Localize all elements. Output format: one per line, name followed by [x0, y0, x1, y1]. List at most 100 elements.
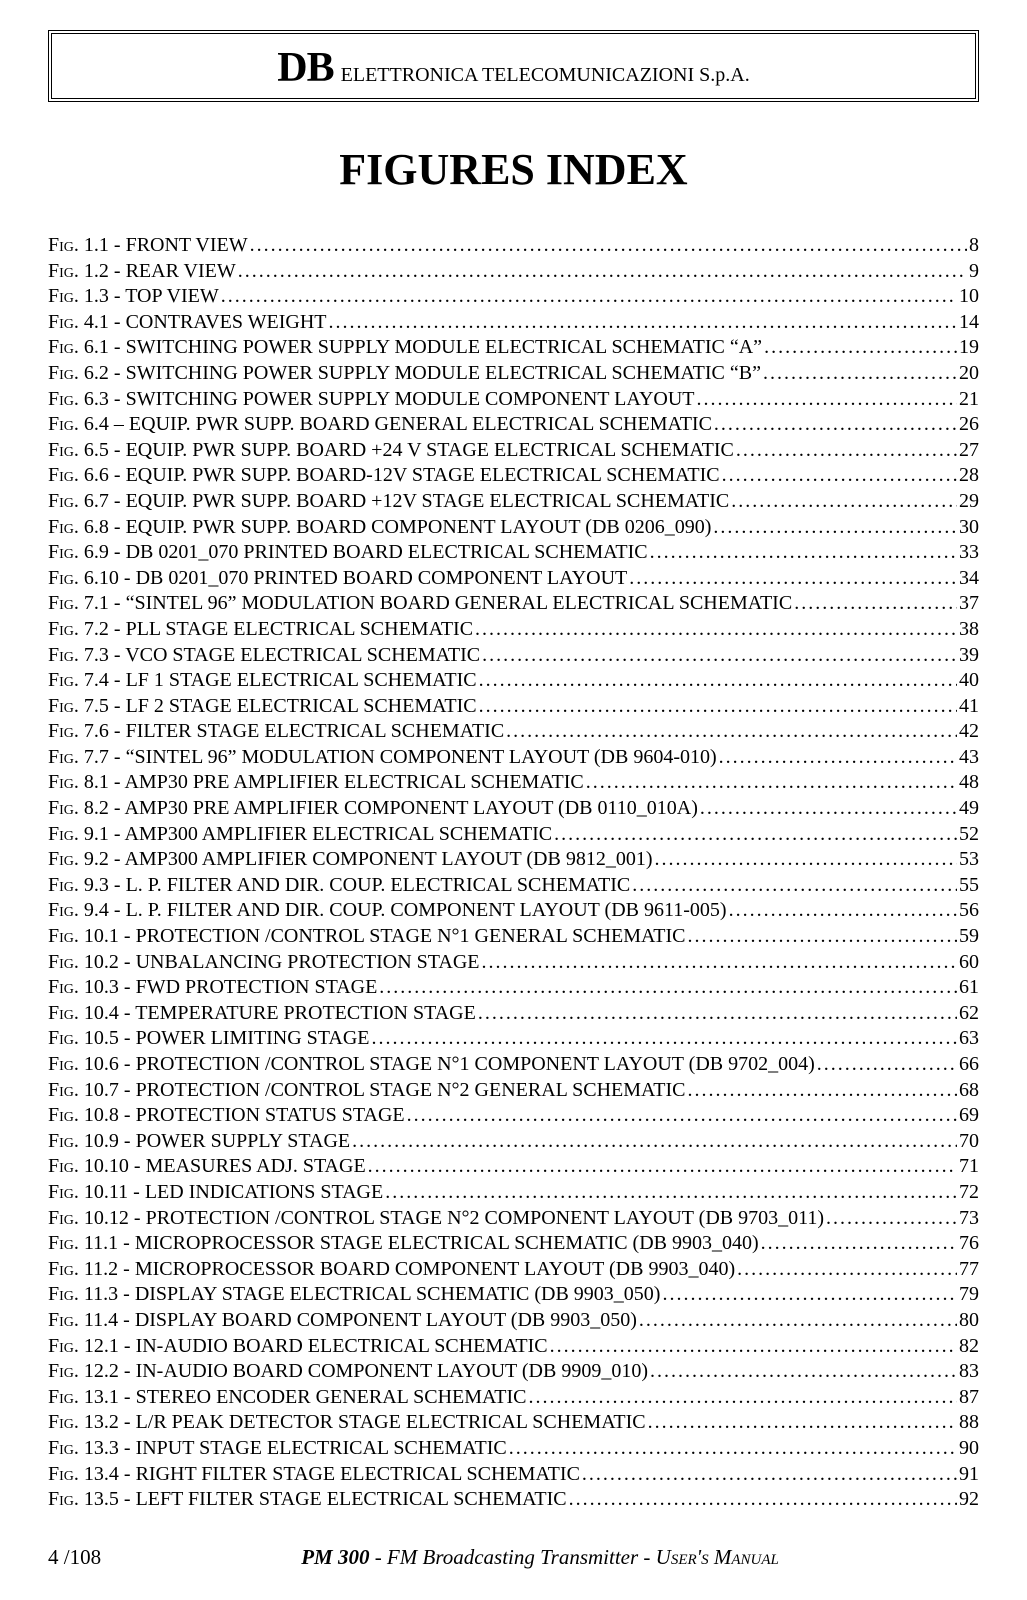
toc-page: 63 — [959, 1026, 979, 1052]
toc-label: Fig. 6.9 - DB 0201_070 PRINTED BOARD ELE… — [48, 540, 648, 566]
toc-leader — [719, 745, 957, 771]
company-header: DB ELETTRONICA TELECOMUNICAZIONI S.p.A. — [48, 30, 979, 102]
toc-label: Fig. 9.2 - AMP300 AMPLIFIER COMPONENT LA… — [48, 847, 652, 873]
toc-label: Fig. 4.1 - CONTRAVES WEIGHT — [48, 310, 327, 336]
toc-fig-prefix: Fig — [48, 1053, 74, 1075]
toc-label: Fig. 1.1 - FRONT VIEW — [48, 233, 248, 259]
toc-leader — [761, 1231, 957, 1257]
toc-entry-text: . 10.8 - PROTECTION STATUS STAGE — [74, 1104, 405, 1126]
toc-entry-text: . 10.9 - POWER SUPPLY STAGE — [74, 1130, 350, 1152]
toc-leader — [794, 591, 957, 617]
toc-row: Fig. 6.2 - SWITCHING POWER SUPPLY MODULE… — [48, 361, 979, 387]
toc-page: 55 — [959, 873, 979, 899]
toc-entry-text: . 6.6 - EQUIP. PWR SUPP. BOARD-12V STAGE… — [74, 464, 720, 486]
toc-entry-text: . 1.3 - TOP VIEW — [74, 285, 219, 307]
toc-leader — [506, 719, 957, 745]
toc-label: Fig. 13.1 - STEREO ENCODER GENERAL SCHEM… — [48, 1385, 527, 1411]
toc-label: Fig. 6.5 - EQUIP. PWR SUPP. BOARD +24 V … — [48, 438, 734, 464]
company-name: ELETTRONICA TELECOMUNICAZIONI S.p.A. — [336, 64, 750, 86]
toc-row: Fig. 1.2 - REAR VIEW9 — [48, 259, 979, 285]
toc-label: Fig. 10.5 - POWER LIMITING STAGE — [48, 1026, 370, 1052]
toc-fig-prefix: Fig — [48, 669, 74, 691]
toc-page: 70 — [959, 1129, 979, 1155]
toc-fig-prefix: Fig — [48, 541, 74, 563]
toc-label: Fig. 7.7 - “SINTEL 96” MODULATION COMPON… — [48, 745, 717, 771]
toc-fig-prefix: Fig — [48, 490, 74, 512]
toc-page: 21 — [959, 387, 979, 413]
toc-label: Fig. 6.4 – EQUIP. PWR SUPP. BOARD GENERA… — [48, 412, 712, 438]
toc-fig-prefix: Fig — [48, 1130, 74, 1152]
toc-label: Fig. 1.2 - REAR VIEW — [48, 259, 236, 285]
toc-page: 20 — [959, 361, 979, 387]
toc-label: Fig. 6.3 - SWITCHING POWER SUPPLY MODULE… — [48, 387, 695, 413]
toc-leader — [482, 950, 957, 976]
toc-entry-text: . 9.2 - AMP300 AMPLIFIER COMPONENT LAYOU… — [74, 848, 653, 870]
toc-leader — [713, 515, 957, 541]
toc-row: Fig. 13.4 - RIGHT FILTER STAGE ELECTRICA… — [48, 1462, 979, 1488]
toc-row: Fig. 7.6 - FILTER STAGE ELECTRICAL SCHEM… — [48, 719, 979, 745]
toc-row: Fig. 11.4 - DISPLAY BOARD COMPONENT LAYO… — [48, 1308, 979, 1334]
toc-page: 88 — [959, 1410, 979, 1436]
toc-page: 40 — [959, 668, 979, 694]
toc-page: 14 — [959, 310, 979, 336]
toc-row: Fig. 7.5 - LF 2 STAGE ELECTRICAL SCHEMAT… — [48, 694, 979, 720]
toc-page: 42 — [959, 719, 979, 745]
toc-entry-text: . 7.6 - FILTER STAGE ELECTRICAL SCHEMATI… — [74, 720, 504, 742]
toc-label: Fig. 13.4 - RIGHT FILTER STAGE ELECTRICA… — [48, 1462, 580, 1488]
toc-page: 91 — [959, 1462, 979, 1488]
toc-entry-text: . 10.10 - MEASURES ADJ. STAGE — [74, 1155, 366, 1177]
toc-row: Fig. 6.10 - DB 0201_070 PRINTED BOARD CO… — [48, 566, 979, 592]
toc-row: Fig. 13.3 - INPUT STAGE ELECTRICAL SCHEM… — [48, 1436, 979, 1462]
toc-label: Fig. 7.6 - FILTER STAGE ELECTRICAL SCHEM… — [48, 719, 504, 745]
toc-row: Fig. 9.3 - L. P. FILTER AND DIR. COUP. E… — [48, 873, 979, 899]
toc-page: 66 — [959, 1052, 979, 1078]
toc-row: Fig. 6.1 - SWITCHING POWER SUPPLY MODULE… — [48, 335, 979, 361]
toc-entry-text: . 10.2 - UNBALANCING PROTECTION STAGE — [74, 951, 480, 973]
toc-leader — [650, 540, 957, 566]
toc-entry-text: . 6.7 - EQUIP. PWR SUPP. BOARD +12V STAG… — [74, 490, 729, 512]
toc-leader — [250, 233, 967, 259]
toc-row: Fig. 10.2 - UNBALANCING PROTECTION STAGE… — [48, 950, 979, 976]
toc-row: Fig. 6.5 - EQUIP. PWR SUPP. BOARD +24 V … — [48, 438, 979, 464]
toc-leader — [329, 310, 958, 336]
toc-row: Fig. 13.5 - LEFT FILTER STAGE ELECTRICAL… — [48, 1487, 979, 1513]
footer-product-rest: - FM Broadcasting Transmitter - — [369, 1545, 655, 1569]
toc-leader — [379, 975, 957, 1001]
toc-fig-prefix: Fig — [48, 464, 74, 486]
toc-page: 28 — [959, 463, 979, 489]
toc-page: 73 — [959, 1206, 979, 1232]
toc-leader — [586, 770, 957, 796]
toc-leader — [529, 1385, 958, 1411]
toc-fig-prefix: Fig — [48, 771, 74, 793]
toc-leader — [729, 898, 957, 924]
toc-row: Fig. 9.1 - AMP300 AMPLIFIER ELECTRICAL S… — [48, 822, 979, 848]
toc-label: Fig. 10.7 - PROTECTION /CONTROL STAGE N°… — [48, 1078, 685, 1104]
toc-page: 87 — [959, 1385, 979, 1411]
toc-fig-prefix: Fig — [48, 720, 74, 742]
toc-entry-text: . 11.4 - DISPLAY BOARD COMPONENT LAYOUT … — [74, 1309, 637, 1331]
toc-label: Fig. 11.3 - DISPLAY STAGE ELECTRICAL SCH… — [48, 1282, 660, 1308]
toc-label: Fig. 10.4 - TEMPERATURE PROTECTION STAGE — [48, 1001, 476, 1027]
toc-row: Fig. 1.1 - FRONT VIEW8 — [48, 233, 979, 259]
toc-fig-prefix: Fig — [48, 413, 74, 435]
toc-leader — [550, 1334, 957, 1360]
toc-fig-prefix: Fig — [48, 1258, 74, 1280]
toc-label: Fig. 11.2 - MICROPROCESSOR BOARD COMPONE… — [48, 1257, 735, 1283]
toc-leader — [817, 1052, 957, 1078]
toc-leader — [372, 1026, 958, 1052]
toc-fig-prefix: Fig — [48, 1155, 74, 1177]
toc-leader — [654, 847, 957, 873]
toc-entry-text: . 7.3 - VCO STAGE ELECTRICAL SCHEMATIC — [74, 644, 480, 666]
toc-page: 48 — [959, 770, 979, 796]
toc-page: 83 — [959, 1359, 979, 1385]
page-title: FIGURES INDEX — [48, 144, 979, 195]
toc-row: Fig. 6.3 - SWITCHING POWER SUPPLY MODULE… — [48, 387, 979, 413]
toc-leader — [687, 924, 957, 950]
toc-label: Fig. 6.6 - EQUIP. PWR SUPP. BOARD-12V ST… — [48, 463, 720, 489]
toc-entry-text: . 1.2 - REAR VIEW — [74, 260, 236, 282]
toc-row: Fig. 10.4 - TEMPERATURE PROTECTION STAGE… — [48, 1001, 979, 1027]
toc-page: 34 — [959, 566, 979, 592]
toc-page: 79 — [959, 1282, 979, 1308]
toc-leader — [639, 1308, 957, 1334]
toc-fig-prefix: Fig — [48, 823, 74, 845]
